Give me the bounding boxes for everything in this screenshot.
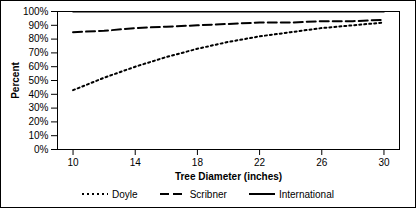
html-text:Scribner: Scribner	[189, 188, 227, 200]
svg-text:40%: 40%	[28, 89, 48, 100]
svg-text:26: 26	[316, 157, 328, 168]
svg-text:80%: 80%	[28, 33, 48, 44]
svg-text:30%: 30%	[28, 102, 48, 113]
html-text:Doyle: Doyle	[112, 188, 138, 200]
svg-text:70%: 70%	[28, 47, 48, 58]
svg-text:22: 22	[254, 157, 266, 168]
svg-text:18: 18	[192, 157, 204, 168]
svg-text:10%: 10%	[28, 130, 48, 141]
html-text:International: International	[278, 188, 334, 200]
svg-text:0%: 0%	[34, 144, 49, 155]
svg-text:30: 30	[378, 157, 390, 168]
svg-text:50%: 50%	[28, 75, 48, 86]
svg-text:100%: 100%	[23, 6, 49, 17]
svg-text:14: 14	[130, 157, 142, 168]
svg-text:90%: 90%	[28, 20, 48, 31]
svg-text:60%: 60%	[28, 61, 48, 72]
svg-text:10: 10	[67, 157, 79, 168]
svg-text:20%: 20%	[28, 116, 48, 127]
svg-text:Percent: Percent	[10, 61, 21, 98]
svg-text:Tree Diameter (inches): Tree Diameter (inches)	[175, 171, 282, 182]
